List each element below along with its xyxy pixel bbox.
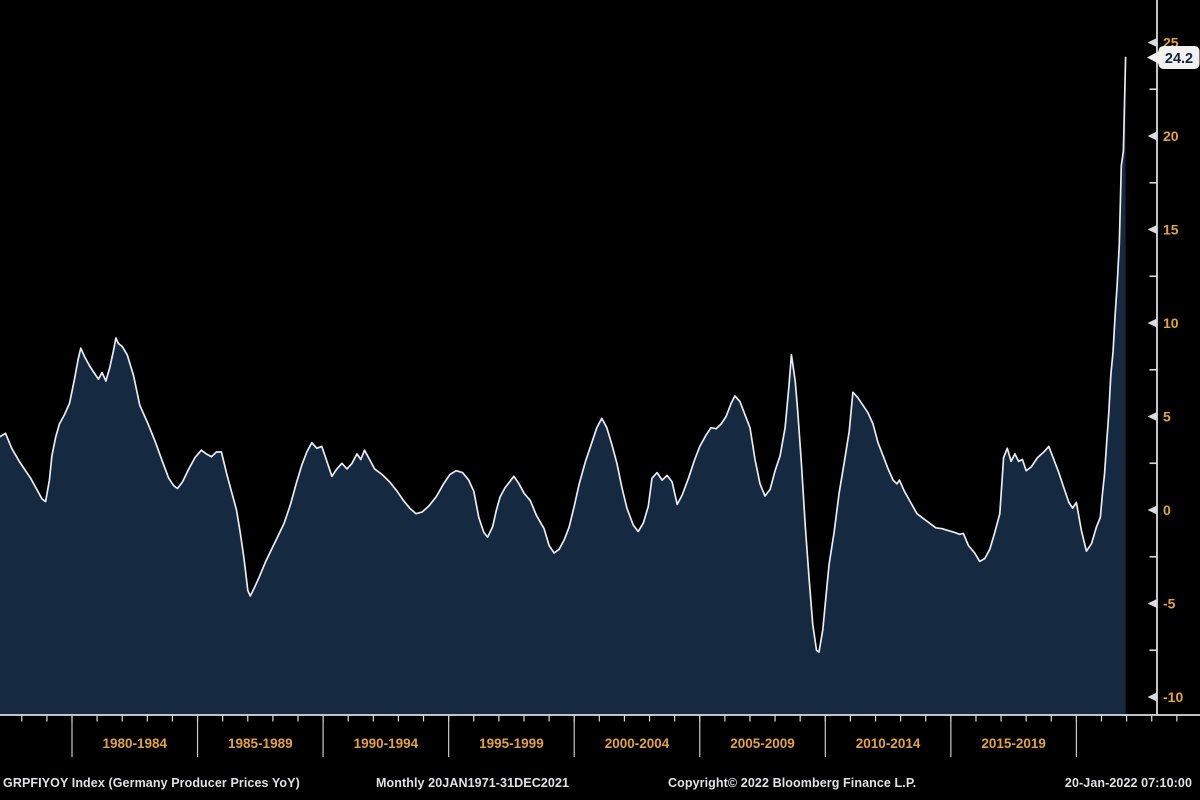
y-tick-arrow-icon — [1147, 131, 1157, 141]
last-value-arrow-icon — [1147, 50, 1160, 65]
timestamp-text: 20-Jan-2022 07:10:00 — [1064, 776, 1192, 790]
y-tick-arrow-icon — [1147, 692, 1157, 702]
copyright-text: Copyright© 2022 Bloomberg Finance L.P. — [668, 776, 917, 790]
area-series — [0, 56, 1127, 715]
area-fill — [0, 57, 1126, 715]
x-axis: 1980-1984 1985-1989 1990-1994 1995-1999 2000… — [0, 714, 1200, 757]
x-axis-period-label: 2005-2009 — [730, 736, 795, 751]
x-axis-period-label: 1980-1984 — [102, 736, 167, 751]
y-axis-value-label: 10 — [1163, 315, 1179, 331]
y-tick-arrow-icon — [1147, 225, 1157, 234]
y-tick-arrow-icon — [1147, 38, 1157, 47]
x-axis-period-label: 1990-1994 — [354, 736, 419, 751]
y-axis-value-label: -10 — [1163, 689, 1183, 705]
y-tick-arrow-icon — [1147, 412, 1157, 421]
y-tick-arrow-icon — [1147, 505, 1157, 515]
y-tick-arrow-icon — [1147, 599, 1157, 608]
x-axis-period-label: 2015-2019 — [981, 736, 1046, 751]
x-axis-period-label: 2010-2014 — [856, 736, 921, 751]
x-axis-period-label: 1985-1989 — [228, 736, 293, 751]
x-axis-period-label: 1995-1999 — [479, 736, 544, 751]
status-bar: GRPFIYOY Index (Germany Producer Prices … — [0, 769, 1200, 800]
last-value-box — [1158, 45, 1200, 69]
date-range-text: Monthly 20JAN1971-31DEC2021 — [376, 776, 570, 790]
y-axis-value-label: 20 — [1163, 128, 1179, 144]
series-line — [0, 56, 1127, 653]
last-value-text: 24.2 — [1165, 51, 1193, 67]
last-value-label: 24.2 — [1147, 45, 1200, 69]
ticker-text: GRPFIYOY Index (Germany Producer Prices … — [3, 776, 300, 790]
y-axis-value-label: 15 — [1163, 222, 1179, 238]
y-axis-value-label: 5 — [1163, 409, 1171, 425]
y-tick-arrow-icon — [1147, 318, 1157, 328]
y-axis-value-label: -5 — [1163, 596, 1176, 612]
x-axis-period-label: 2000-2004 — [605, 736, 670, 751]
y-axis-value-label: 0 — [1163, 502, 1171, 518]
